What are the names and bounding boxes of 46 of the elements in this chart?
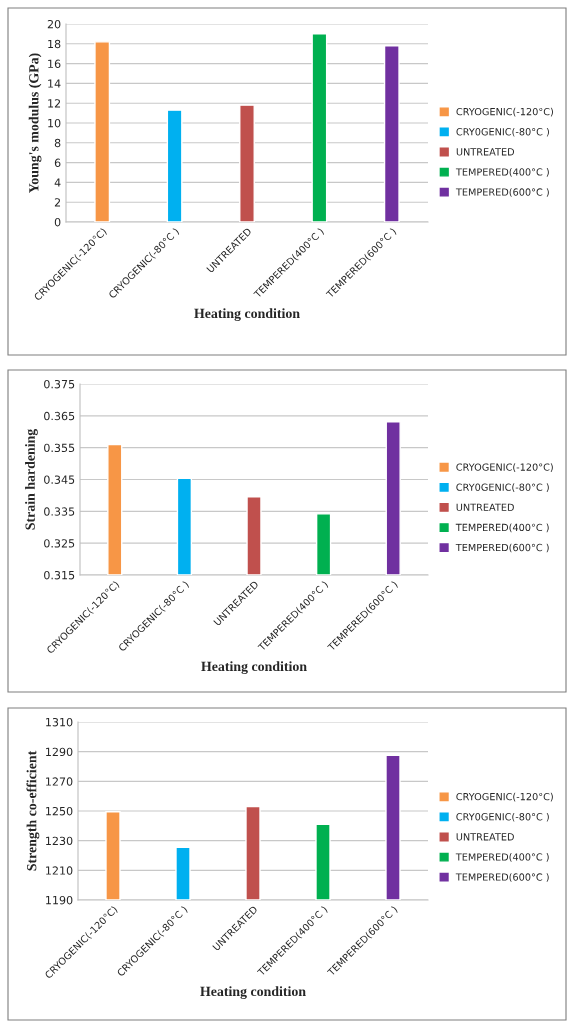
x-axis-title: Heating condition <box>194 308 300 321</box>
y-tick-label: 1230 <box>46 836 73 846</box>
y-tick-label: 6 <box>54 158 61 167</box>
y-tick-label: 0.365 <box>44 411 75 421</box>
legend-label: TEMPERED(400°C ) <box>455 523 549 533</box>
x-axis-title: Heating condition <box>200 986 306 999</box>
legend-label: TEMPERED(400°C ) <box>455 168 549 177</box>
legend-label: CRYOGENIC(-120°C) <box>456 463 553 472</box>
legend-label: TEMPERED(600°C ) <box>455 873 549 882</box>
legend-label: UNTREATED <box>456 833 514 841</box>
legend-label: CRY0GENIC(-80°C ) <box>456 127 549 137</box>
y-tick-label: 1190 <box>46 895 73 905</box>
legend-label: TEMPERED(400°C ) <box>455 853 549 862</box>
y-tick-label: 0 <box>54 217 61 227</box>
legend-label: CRY0GENIC(-80°C ) <box>456 812 549 822</box>
y-tick-label: 1290 <box>46 747 73 757</box>
legend-label: UNTREATED <box>456 503 514 511</box>
y-tick-label: 1210 <box>46 866 73 875</box>
y-tick-label: 8 <box>54 138 61 148</box>
y-axis-title: Young's modulus (GPa) <box>28 53 42 193</box>
y-tick-label: 1310 <box>46 717 73 727</box>
y-tick-label: 20 <box>47 19 61 29</box>
y-tick-label: 1270 <box>46 777 73 786</box>
y-tick-label: 12 <box>48 99 61 108</box>
y-tick-label: 0.375 <box>44 379 75 389</box>
y-axis-title: Strength co-efficient <box>26 750 40 871</box>
legend-label: TEMPERED(600°C ) <box>455 188 549 197</box>
y-tick-label: 0.325 <box>44 539 75 548</box>
y-tick-label: 1250 <box>46 806 73 816</box>
y-tick-label: 16 <box>48 59 61 68</box>
y-tick-label: 0.335 <box>44 507 75 516</box>
y-tick-label: 2 <box>54 198 61 207</box>
y-tick-label: 10 <box>48 118 61 128</box>
legend-label: UNTREATED <box>456 148 515 156</box>
y-tick-label: 14 <box>48 79 61 88</box>
y-tick-label: 0.315 <box>44 570 75 580</box>
legend-label: CRYOGENIC(-120°C) <box>456 107 553 117</box>
legend-label: CRY0GENIC(-80°C ) <box>456 483 549 493</box>
x-axis-title: Heating condition <box>201 661 307 674</box>
legend-label: TEMPERED(600°C ) <box>455 543 549 553</box>
y-tick-label: 0.355 <box>44 443 75 453</box>
y-tick-label: 0.345 <box>44 475 75 484</box>
y-axis-title: Strain hardening <box>25 428 38 530</box>
y-tick-label: 18 <box>48 39 61 49</box>
y-tick-label: 4 <box>54 178 61 187</box>
legend-label: CRYOGENIC(-120°C) <box>456 792 553 802</box>
